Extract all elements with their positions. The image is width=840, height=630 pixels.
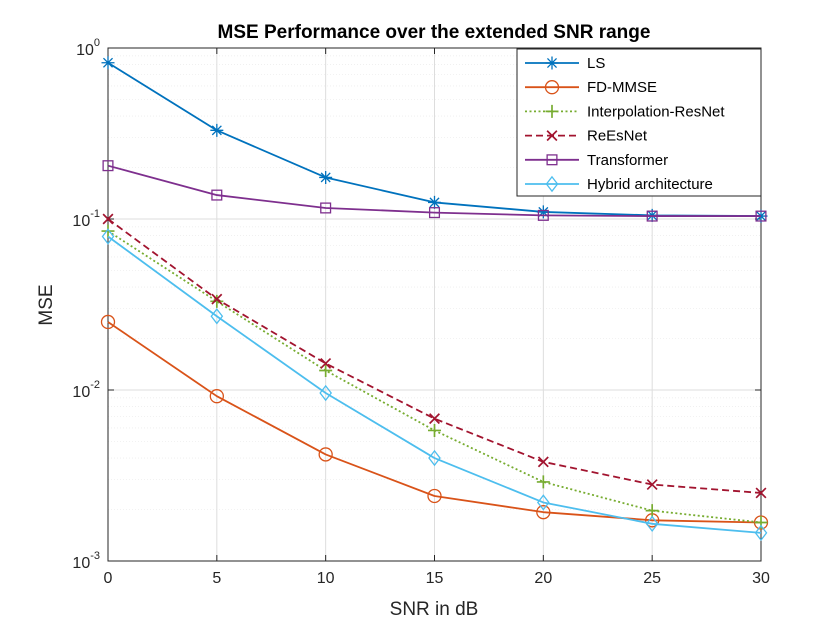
x-tick-label: 20	[534, 570, 552, 587]
legend-marker	[546, 130, 558, 142]
data-point	[102, 160, 114, 172]
legend-label: Transformer	[587, 152, 668, 169]
x-tick-label: 15	[426, 570, 444, 587]
data-point	[209, 389, 224, 404]
x-tick-label: 10	[317, 570, 335, 587]
data-point	[429, 413, 440, 425]
series-3	[102, 213, 767, 499]
series-line	[107, 164, 761, 217]
data-point	[101, 224, 115, 238]
legend-marker	[544, 80, 560, 95]
data-point	[211, 189, 223, 201]
data-point	[210, 123, 224, 137]
data-point	[211, 293, 223, 305]
data-point	[319, 364, 333, 378]
data-point	[320, 202, 332, 214]
y-tick-label: 10-1	[72, 208, 100, 230]
data-point	[645, 515, 659, 533]
data-point	[428, 207, 441, 219]
chart-title: MSE Performance over the extended SNR ra…	[218, 22, 651, 43]
x-axis-label: SNR in dB	[390, 599, 479, 620]
x-tick-label: 25	[643, 570, 661, 587]
data-point	[646, 479, 658, 491]
data-point	[102, 213, 114, 225]
legend-marker	[546, 154, 558, 166]
data-point	[536, 475, 550, 489]
data-point	[754, 524, 768, 542]
x-tick-label: 30	[752, 570, 770, 587]
legend-label: Interpolation-ResNet	[587, 103, 725, 120]
data-point	[319, 384, 333, 402]
data-point	[646, 210, 658, 222]
legend-marker	[545, 56, 559, 70]
data-point	[100, 314, 116, 330]
data-point	[428, 423, 441, 437]
data-point	[320, 357, 332, 369]
data-point	[101, 228, 115, 245]
legend-label: ReEsNet	[587, 128, 648, 145]
legend-box	[516, 48, 762, 197]
data-point	[210, 308, 224, 325]
legend-label: LS	[587, 55, 605, 72]
data-point	[428, 195, 441, 209]
data-point	[537, 209, 549, 221]
y-tick-label: 100	[76, 37, 100, 59]
series-2	[101, 224, 768, 529]
data-point	[319, 170, 333, 184]
y-axis-label: MSE	[36, 284, 57, 325]
legend-label: FD-MMSE	[587, 79, 657, 96]
data-point	[755, 210, 767, 222]
data-point	[318, 447, 333, 462]
legend: LS FD-MMSE Interpolation-ResNet ReEsNet Tran…	[516, 48, 762, 197]
data-point	[428, 449, 441, 467]
data-point	[536, 494, 550, 511]
series-line	[107, 235, 762, 534]
data-point	[755, 487, 767, 499]
series-line	[107, 321, 762, 524]
series-4	[102, 160, 767, 222]
legend-marker	[545, 104, 559, 118]
series-5	[101, 228, 768, 542]
legend-marker	[545, 175, 559, 193]
data-point	[210, 294, 224, 308]
data-point	[536, 505, 551, 520]
data-point	[427, 488, 442, 504]
legend-label: Hybrid architecture	[587, 176, 713, 193]
data-point	[645, 504, 659, 518]
x-tick-label: 0	[104, 570, 113, 587]
data-point	[537, 456, 549, 468]
data-point	[536, 205, 550, 219]
y-tick-label: 10-3	[72, 550, 100, 572]
x-tick-label: 5	[212, 570, 221, 587]
data-point	[101, 56, 115, 70]
y-tick-label: 10-2	[72, 379, 100, 401]
